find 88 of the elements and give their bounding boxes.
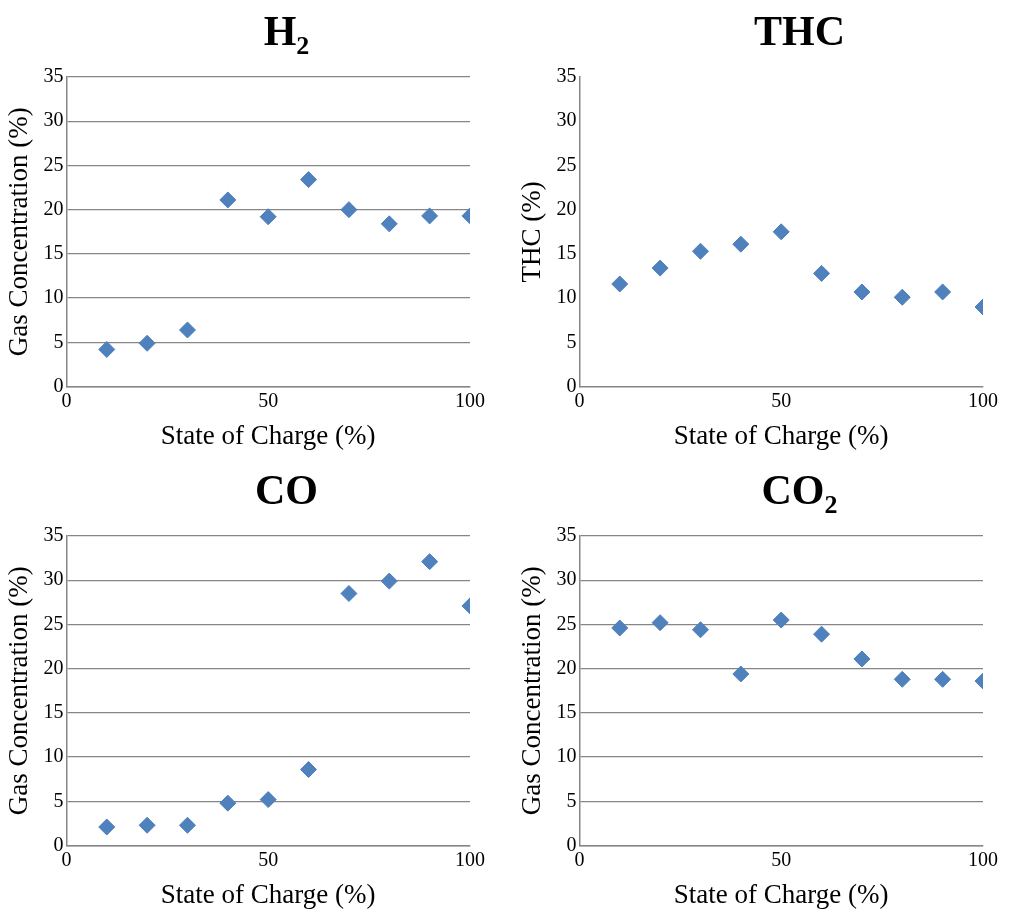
point <box>259 791 277 809</box>
point <box>651 259 669 277</box>
point <box>772 223 790 241</box>
point <box>934 670 952 688</box>
chart-title: THC <box>753 7 846 56</box>
point <box>178 816 196 834</box>
y-tick-label: 20 <box>556 196 577 219</box>
y-tick-label: 5 <box>566 788 577 811</box>
y-tick-label: 20 <box>556 655 577 678</box>
point <box>380 572 398 590</box>
point <box>300 171 318 189</box>
point <box>934 283 952 301</box>
x-tick-label: 50 <box>258 847 279 870</box>
y-tick-label: 0 <box>566 832 577 855</box>
point <box>380 215 398 233</box>
y-tick-label: 10 <box>556 285 577 308</box>
point <box>893 670 911 688</box>
x-tick-label: 50 <box>771 847 792 870</box>
point <box>772 611 790 629</box>
y-axis-title: THC (%) <box>516 181 547 283</box>
y-tick-label: 15 <box>556 241 577 264</box>
chart-title: H$_{2}$ <box>262 7 311 62</box>
x-tick-label: 100 <box>968 388 998 411</box>
y-tick-label: 0 <box>53 832 64 855</box>
y-tick-label: 5 <box>53 329 64 352</box>
y-axis-title: Gas Concentration (%) <box>3 566 34 816</box>
y-tick-label: 5 <box>53 788 64 811</box>
y-tick-label: 20 <box>43 655 64 678</box>
y-tick-label: 15 <box>43 700 64 723</box>
y-tick-label: 30 <box>43 567 64 590</box>
point <box>421 553 439 571</box>
point <box>259 208 277 226</box>
point <box>300 761 318 779</box>
point <box>611 275 629 293</box>
point <box>98 818 116 836</box>
point <box>893 288 911 306</box>
y-tick-label: 0 <box>53 373 64 396</box>
point <box>421 207 439 225</box>
y-tick-label: 10 <box>43 744 64 767</box>
point <box>219 794 237 812</box>
y-tick-label: 15 <box>43 241 64 264</box>
y-tick-label: 10 <box>556 744 577 767</box>
y-tick-label: 30 <box>556 567 577 590</box>
point <box>813 625 831 643</box>
point <box>138 816 156 834</box>
y-tick-label: 30 <box>43 108 64 131</box>
point <box>813 264 831 282</box>
x-tick-label: 100 <box>455 847 485 870</box>
point <box>853 283 871 301</box>
point <box>340 585 358 602</box>
x-tick-label: 50 <box>258 388 279 411</box>
y-tick-label: 35 <box>556 64 577 87</box>
point <box>138 334 156 352</box>
point <box>651 614 669 632</box>
y-tick-label: 20 <box>43 196 64 219</box>
point <box>219 191 237 209</box>
y-tick-label: 30 <box>556 108 577 131</box>
chart-title: CO$_{2}$ <box>760 466 839 521</box>
point <box>98 340 116 358</box>
x-axis-title: State of Charge (%) <box>160 419 376 450</box>
point <box>611 619 629 637</box>
point <box>691 242 709 260</box>
x-axis-title: State of Charge (%) <box>160 878 376 909</box>
x-tick-label: 100 <box>455 388 485 411</box>
y-tick-label: 25 <box>556 152 577 175</box>
y-tick-label: 25 <box>556 611 577 634</box>
y-tick-label: 5 <box>566 329 577 352</box>
point <box>732 665 750 683</box>
point <box>691 621 709 639</box>
y-tick-label: 35 <box>556 523 577 546</box>
point <box>340 201 358 219</box>
x-axis-title: State of Charge (%) <box>673 419 889 450</box>
y-tick-label: 35 <box>43 523 64 546</box>
point <box>178 321 196 339</box>
y-tick-label: 15 <box>556 700 577 723</box>
y-tick-label: 35 <box>43 64 64 87</box>
y-axis-title: Gas Concentration (%) <box>516 566 547 816</box>
y-tick-label: 0 <box>566 373 577 396</box>
x-tick-label: 100 <box>968 847 998 870</box>
x-tick-label: 50 <box>771 388 792 411</box>
y-axis-title: Gas Concentration (%) <box>3 107 34 357</box>
y-tick-label: 10 <box>43 285 64 308</box>
y-tick-label: 25 <box>43 152 64 175</box>
point <box>853 650 871 668</box>
y-tick-label: 25 <box>43 611 64 634</box>
chart-title: CO <box>254 466 319 515</box>
x-axis-title: State of Charge (%) <box>673 878 889 909</box>
point <box>732 235 750 253</box>
